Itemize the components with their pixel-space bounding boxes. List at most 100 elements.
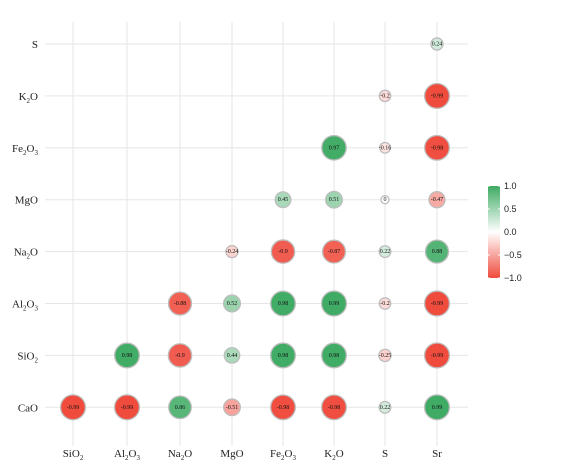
bubble-layer: -0.99 -0.99 0.86 -0.51 -0.98 -0.98 0.22 0.99 0.9… bbox=[59, 37, 451, 421]
x-tick-label: MgO bbox=[220, 448, 243, 460]
bubble-circle bbox=[321, 342, 347, 369]
bubble-value-label: 0 bbox=[384, 197, 387, 203]
bubble-value-label: -0.98 bbox=[277, 405, 290, 411]
bubble-circle bbox=[59, 394, 87, 421]
bubble-value-label: -0.88 bbox=[174, 301, 187, 307]
bubble-circle bbox=[223, 398, 241, 417]
correlation-bubble: -0.99 bbox=[423, 82, 451, 109]
y-tick-label: SiO2 bbox=[17, 350, 38, 364]
bubble-value-label: -0.2 bbox=[380, 93, 390, 99]
bubble-circle bbox=[423, 342, 451, 369]
bubble-value-label: 0.97 bbox=[329, 145, 340, 151]
correlation-bubble: 0.98 bbox=[270, 342, 296, 369]
y-tick-label: K2O bbox=[19, 91, 38, 105]
bubble-circle bbox=[378, 245, 392, 259]
bubble-circle bbox=[270, 290, 296, 317]
bubble-value-label: 0.98 bbox=[329, 353, 340, 359]
correlation-bubble: -0.98 bbox=[424, 134, 450, 161]
correlation-bubble: 0.22 bbox=[378, 400, 392, 414]
bubble-circle bbox=[320, 290, 348, 317]
bubble-value-label: 0.24 bbox=[432, 42, 443, 48]
correlation-bubble: -0.16 bbox=[378, 141, 392, 154]
bubble-circle bbox=[225, 244, 239, 259]
bubble-circle bbox=[321, 394, 347, 421]
colorbar-tick-label: 1.0 bbox=[504, 181, 517, 191]
x-axis: SiO2 Al2O3 Na2O MgO Fe2O3 K2O S Sr bbox=[63, 448, 443, 462]
correlation-bubble: -0.25 bbox=[378, 348, 392, 363]
colorbar-tick-label: −1.0 bbox=[504, 273, 522, 283]
correlation-bubble: 0.86 bbox=[168, 395, 192, 420]
bubble-value-label: -0.99 bbox=[431, 301, 444, 307]
bubble-circle bbox=[321, 134, 347, 161]
bubble-value-label: -0.2 bbox=[380, 301, 390, 307]
bubble-value-label: 0.98 bbox=[122, 353, 133, 359]
bubble-circle bbox=[167, 291, 193, 316]
bubble-value-label: 0.52 bbox=[227, 301, 238, 307]
correlation-bubble: -0.99 bbox=[423, 342, 451, 369]
correlation-bubble: -0.47 bbox=[428, 191, 446, 209]
colorbar-legend: 1.0 0.5 0.0 −0.5 −1.0 bbox=[488, 181, 522, 283]
colorbar-tick-label: 0.0 bbox=[504, 227, 517, 237]
bubble-circle bbox=[424, 134, 450, 161]
bubble-value-label: -0.9 bbox=[175, 353, 185, 359]
y-tick-label: S bbox=[32, 39, 38, 51]
bubble-value-label: -0.99 bbox=[431, 93, 444, 99]
bubble-value-label: 0.22 bbox=[380, 405, 391, 411]
bubble-circle bbox=[378, 141, 392, 154]
correlation-bubble: 0.45 bbox=[274, 191, 292, 209]
bubble-value-label: -0.16 bbox=[379, 145, 392, 151]
correlation-bubble: -0.88 bbox=[167, 291, 193, 316]
bubble-circle bbox=[378, 89, 392, 103]
correlation-bubble: 0.99 bbox=[320, 290, 348, 317]
bubble-circle bbox=[223, 347, 241, 364]
bubble-circle bbox=[428, 191, 446, 209]
x-tick-label: Fe2O3 bbox=[270, 448, 296, 462]
bubble-value-label: -0.98 bbox=[328, 405, 341, 411]
bubble-circle bbox=[423, 82, 451, 109]
bubble-value-label: 0.22 bbox=[380, 249, 391, 255]
y-tick-label: MgO bbox=[15, 195, 38, 207]
bubble-value-label: 0.45 bbox=[278, 197, 289, 203]
bubble-circle bbox=[380, 195, 390, 205]
bubble-circle bbox=[113, 394, 141, 421]
correlation-bubble: 0.22 bbox=[378, 245, 392, 259]
correlation-bubble: 0.44 bbox=[223, 347, 241, 364]
bubble-circle bbox=[378, 400, 392, 414]
correlation-bubble: -0.87 bbox=[321, 239, 347, 264]
bubble-value-label: 0.98 bbox=[278, 353, 289, 359]
bubble-value-label: -0.51 bbox=[226, 405, 239, 411]
colorbar-tick-label: 0.5 bbox=[504, 204, 517, 214]
x-tick-label: K2O bbox=[324, 448, 343, 462]
correlation-bubble: -0.9 bbox=[167, 343, 193, 368]
bubble-value-label: 0.86 bbox=[175, 405, 186, 411]
bubble-circle bbox=[325, 190, 343, 209]
bubble-value-label: -0.25 bbox=[379, 353, 392, 359]
bubble-circle bbox=[423, 290, 451, 317]
bubble-circle bbox=[424, 239, 450, 264]
y-axis: CaO SiO2 Al2O3 Na2O MgO Fe2O3 K2O S bbox=[12, 39, 38, 414]
bubble-circle bbox=[270, 239, 296, 264]
y-tick-label: CaO bbox=[18, 402, 38, 414]
bubble-value-label: -0.99 bbox=[67, 405, 80, 411]
correlation-bubble: 0.24 bbox=[430, 37, 444, 51]
correlation-bubble: -0.98 bbox=[270, 394, 296, 421]
correlation-bubble: -0.51 bbox=[223, 398, 241, 417]
bubble-circle bbox=[270, 394, 296, 421]
bubble-circle bbox=[378, 348, 392, 363]
colorbar-tick-label: −0.5 bbox=[504, 250, 522, 260]
correlation-bubble: -0.98 bbox=[321, 394, 347, 421]
correlation-bubble: 0 bbox=[380, 195, 390, 205]
bubble-circle bbox=[430, 37, 444, 51]
bubble-value-label: 0.98 bbox=[278, 301, 289, 307]
bubble-value-label: -0.99 bbox=[431, 353, 444, 359]
bubble-circle bbox=[114, 342, 140, 369]
x-tick-label: Na2O bbox=[168, 448, 192, 462]
correlation-bubble: -0.99 bbox=[113, 394, 141, 421]
bubble-value-label: -0.99 bbox=[121, 405, 134, 411]
bubble-value-label: -0.9 bbox=[278, 249, 288, 255]
bubble-value-label: -0.47 bbox=[431, 197, 444, 203]
correlation-bubble: 0.98 bbox=[321, 342, 347, 369]
correlation-bubble: -0.24 bbox=[225, 244, 239, 259]
bubble-value-label: -0.98 bbox=[431, 145, 444, 151]
